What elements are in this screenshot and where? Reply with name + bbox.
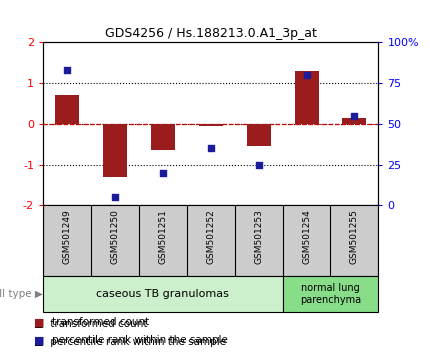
Point (111, 194, 118, 200)
Text: GSM501254: GSM501254 (302, 209, 311, 264)
Point (351, 113, 358, 119)
Text: GSM501252: GSM501252 (206, 209, 215, 264)
Point (160, 170, 166, 176)
Bar (103, 124, 127, 177)
Bar (295, 71, 319, 124)
Text: GSM501249: GSM501249 (62, 209, 71, 264)
Bar (283, 276, 378, 312)
Text: GSM501251: GSM501251 (158, 209, 167, 264)
Text: ■: ■ (34, 335, 45, 345)
Bar (151, 124, 175, 150)
Text: GSM501255: GSM501255 (350, 209, 359, 264)
Bar (55, 96, 79, 124)
Text: cell type ▶: cell type ▶ (0, 289, 43, 299)
Text: ■  transformed count: ■ transformed count (34, 319, 148, 329)
Bar (247, 124, 270, 146)
Bar (342, 118, 366, 124)
Bar (199, 124, 223, 126)
Point (64, 67, 71, 73)
Text: normal lung
parenchyma: normal lung parenchyma (300, 283, 361, 305)
Text: ■  percentile rank within the sample: ■ percentile rank within the sample (34, 337, 227, 347)
Text: transformed count: transformed count (52, 318, 149, 327)
Text: caseous TB granulomas: caseous TB granulomas (96, 289, 229, 299)
Point (207, 145, 214, 151)
Text: ■: ■ (34, 318, 45, 327)
Title: GDS4256 / Hs.188213.0.A1_3p_at: GDS4256 / Hs.188213.0.A1_3p_at (105, 27, 316, 40)
Point (303, 72, 310, 78)
Point (255, 162, 262, 167)
Text: GSM501253: GSM501253 (254, 209, 263, 264)
Text: percentile rank within the sample: percentile rank within the sample (52, 335, 227, 345)
Bar (43, 276, 283, 312)
Text: GSM501250: GSM501250 (111, 209, 120, 264)
